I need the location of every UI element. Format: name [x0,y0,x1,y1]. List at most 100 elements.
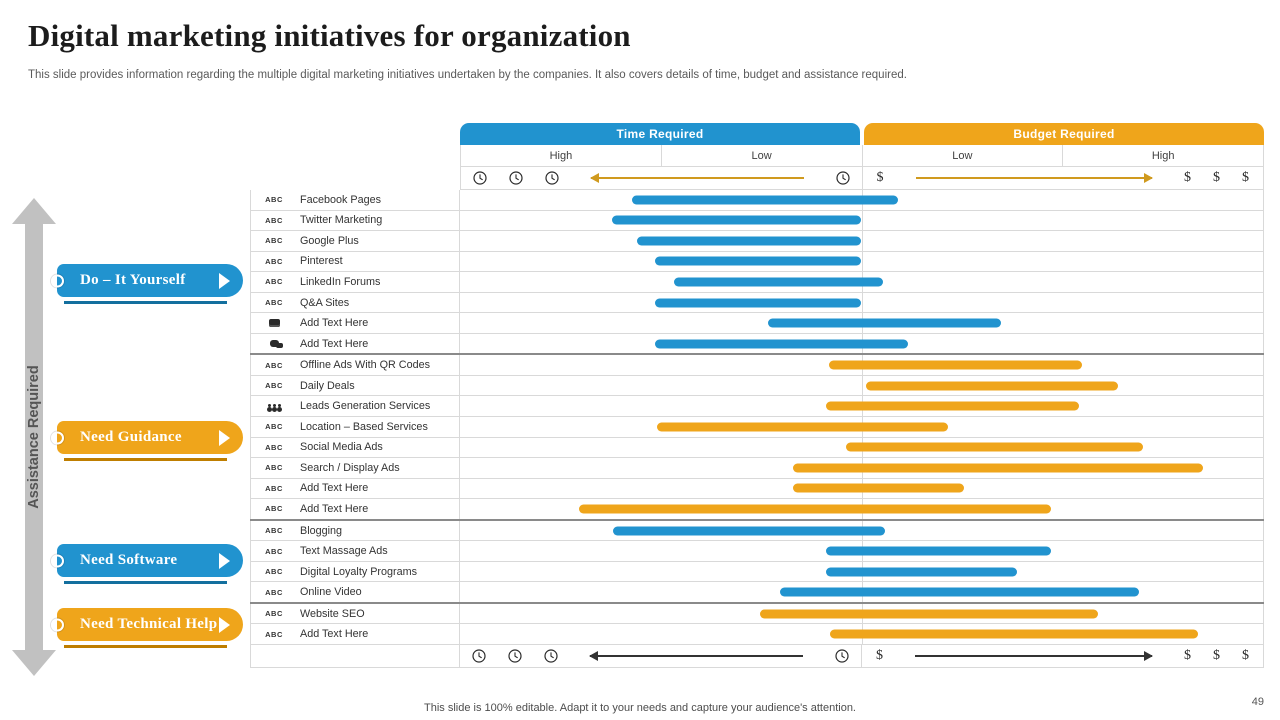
abc-icon: ABC [265,360,283,370]
dollar-icon: $ [1213,170,1220,185]
row-bar [829,360,1082,370]
row-chart-cell [460,499,1264,519]
bottom-axis-icon-row: $ $ $ $ [250,645,1264,668]
row-label-cell: ABC Add Text Here [250,624,460,645]
pill-label: Do – It Yourself [80,272,186,288]
pill-label: Need Technical Help [80,616,218,632]
table-row: ABC Daily Deals [250,375,1264,397]
pill-marker-circle [51,554,64,567]
row-label-cell: Add Text Here [250,313,460,333]
row-bar [611,215,862,225]
row-chart-cell [460,190,1264,210]
abc-icon: ABC [265,526,283,536]
row-label-cell: ABC Website SEO [250,603,460,624]
row-label-cell: ABC Online Video [250,582,460,602]
abc-icon: ABC [265,546,283,556]
row-bar [826,546,1051,556]
table-row: ABC Facebook Pages [250,190,1264,211]
row-label-cell: ABC Facebook Pages [250,190,460,210]
row-label-cell: ABC Text Massage Ads [250,541,460,561]
table-row: ABC Offline Ads With QR Codes [250,355,1264,376]
table-row: ABC Text Massage Ads [250,541,1264,562]
row-bar [760,609,1099,619]
table-row: Add Text Here [250,313,1264,334]
dollar-icon: $ [1184,648,1191,663]
row-chart-cell [460,603,1264,624]
row-label: Social Media Ads [300,441,383,454]
clock-icon [544,649,558,663]
time-axis-bottom [460,645,862,667]
pill-marker-circle [51,274,64,287]
clock-icon [472,649,486,663]
row-label-cell: Leads Generation Services [250,396,460,417]
time-budget-chart: Time Required Budget Required High Low L… [250,123,1264,668]
row-label: Daily Deals [300,379,355,392]
row-label: Add Text Here [300,502,369,515]
pill-arrow-icon [219,272,230,289]
dollar-icon: $ [1184,170,1191,185]
row-label: Twitter Marketing [300,214,383,227]
row-label-cell: ABC Location – Based Services [250,417,460,437]
row-label: Add Text Here [300,337,369,350]
row-bar [826,401,1080,411]
abc-icon: ABC [265,567,283,577]
row-chart-cell [460,458,1264,478]
row-label: Pinterest [300,255,343,268]
row-bar [826,567,1018,577]
row-bar [830,629,1198,639]
row-chart-cell [460,313,1264,333]
row-bar [631,195,898,205]
row-label: Digital Loyalty Programs [300,565,418,578]
pill-arrow-icon [219,429,230,446]
budget-axis-arrow [915,173,1153,183]
row-bar [865,381,1119,391]
abc-icon: ABC [265,463,283,473]
abc-icon: ABC [265,629,283,639]
pill-label: Need Guidance [80,429,182,445]
row-label-cell: Add Text Here [250,333,460,354]
abc-icon: ABC [265,381,283,391]
row-label-cell: ABC Add Text Here [250,499,460,519]
row-chart-cell [460,624,1264,645]
row-label: Leads Generation Services [300,400,431,413]
initiative-rows: ABC Facebook Pages ABC Twitter Marketing… [250,190,1264,646]
row-bar [846,442,1144,452]
row-label-cell: ABC Pinterest [250,251,460,272]
row-label-cell: ABC Twitter Marketing [250,210,460,231]
abc-icon: ABC [265,587,283,597]
clock-icon [545,171,559,185]
pill-arrow-icon [219,616,230,633]
row-bar [767,318,1002,328]
table-row: ABC Search / Display Ads [250,458,1264,479]
pill-marker-circle [51,618,64,631]
budget-axis-bottom: $ $ $ $ [862,645,1264,667]
row-label-cell: ABC Blogging [250,520,460,541]
pill-arrow-icon [219,552,230,569]
table-row: ABC Add Text Here [250,624,1264,646]
row-bar [578,504,1051,514]
table-row: ABC Social Media Ads [250,437,1264,459]
row-label: LinkedIn Forums [300,275,381,288]
abc-icon: ABC [265,483,283,493]
row-label: Q&A Sites [300,296,350,309]
people-icon [262,402,286,411]
row-chart-cell [460,582,1264,602]
row-chart-cell [460,520,1264,541]
budget-required-header: Budget Required [864,123,1264,145]
row-label: Offline Ads With QR Codes [300,359,431,372]
table-row: Add Text Here [250,333,1264,356]
arrow-down-icon [12,650,56,676]
table-row: ABC Website SEO [250,603,1264,625]
time-high-label: High [461,145,662,166]
table-row: ABC Add Text Here [250,499,1264,521]
row-label-cell: ABC Search / Display Ads [250,458,460,478]
row-bar [793,483,965,493]
row-chart-cell [460,541,1264,561]
row-chart-cell [460,333,1264,354]
dollar-icon: $ [1242,170,1249,185]
row-label-cell: ABC Social Media Ads [250,437,460,458]
row-label: Google Plus [300,234,359,247]
arrow-shaft [25,220,43,654]
row-label-cell: ABC Daily Deals [250,375,460,396]
